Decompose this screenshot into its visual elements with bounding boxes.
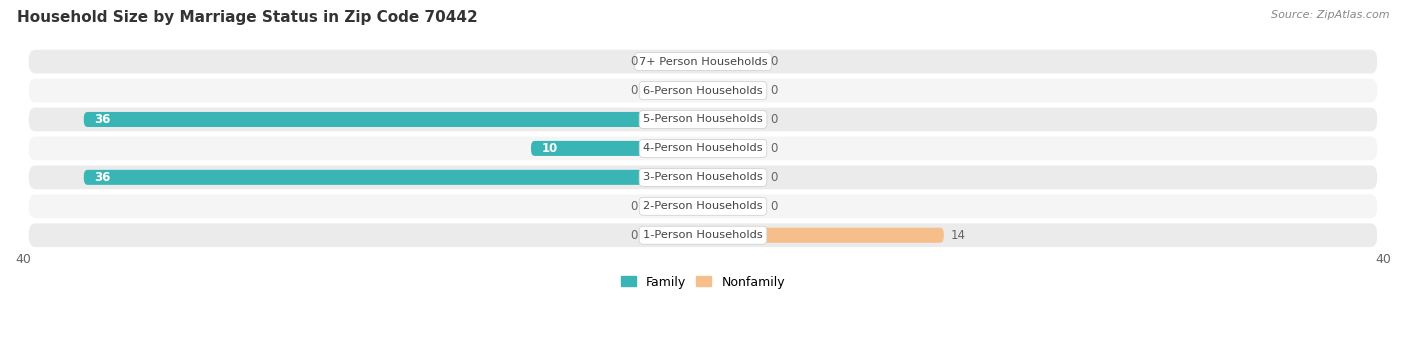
Text: 0: 0: [630, 84, 638, 97]
Text: Source: ZipAtlas.com: Source: ZipAtlas.com: [1271, 10, 1389, 20]
Text: 0: 0: [630, 200, 638, 213]
Text: 4-Person Households: 4-Person Households: [643, 144, 763, 153]
FancyBboxPatch shape: [703, 54, 763, 69]
FancyBboxPatch shape: [643, 54, 703, 69]
FancyBboxPatch shape: [703, 170, 763, 185]
FancyBboxPatch shape: [531, 141, 703, 156]
FancyBboxPatch shape: [703, 228, 943, 243]
Text: 7+ Person Households: 7+ Person Households: [638, 57, 768, 66]
FancyBboxPatch shape: [84, 170, 703, 185]
Text: 0: 0: [770, 113, 778, 126]
Text: 2-Person Households: 2-Person Households: [643, 201, 763, 211]
FancyBboxPatch shape: [28, 108, 1378, 131]
Text: 0: 0: [770, 200, 778, 213]
FancyBboxPatch shape: [643, 228, 703, 243]
FancyBboxPatch shape: [703, 141, 763, 156]
FancyBboxPatch shape: [703, 199, 763, 214]
FancyBboxPatch shape: [703, 112, 763, 127]
FancyBboxPatch shape: [643, 199, 703, 214]
FancyBboxPatch shape: [28, 165, 1378, 189]
Text: 40: 40: [1375, 253, 1391, 266]
Text: 14: 14: [950, 229, 966, 242]
Text: 36: 36: [94, 171, 111, 184]
Text: 0: 0: [770, 142, 778, 155]
Text: 5-Person Households: 5-Person Households: [643, 115, 763, 124]
Text: 6-Person Households: 6-Person Households: [643, 86, 763, 95]
Text: 0: 0: [770, 84, 778, 97]
FancyBboxPatch shape: [703, 83, 763, 98]
Text: 40: 40: [15, 253, 31, 266]
Text: 0: 0: [770, 55, 778, 68]
Text: Household Size by Marriage Status in Zip Code 70442: Household Size by Marriage Status in Zip…: [17, 10, 478, 25]
FancyBboxPatch shape: [643, 83, 703, 98]
Text: 36: 36: [94, 113, 111, 126]
FancyBboxPatch shape: [84, 112, 703, 127]
Text: 0: 0: [630, 229, 638, 242]
FancyBboxPatch shape: [28, 50, 1378, 73]
Text: 10: 10: [541, 142, 558, 155]
Legend: Family, Nonfamily: Family, Nonfamily: [616, 271, 790, 294]
Text: 1-Person Households: 1-Person Households: [643, 230, 763, 240]
FancyBboxPatch shape: [28, 79, 1378, 102]
Text: 0: 0: [770, 171, 778, 184]
FancyBboxPatch shape: [28, 194, 1378, 218]
FancyBboxPatch shape: [28, 136, 1378, 160]
Text: 0: 0: [630, 55, 638, 68]
Text: 3-Person Households: 3-Person Households: [643, 172, 763, 182]
FancyBboxPatch shape: [28, 223, 1378, 247]
